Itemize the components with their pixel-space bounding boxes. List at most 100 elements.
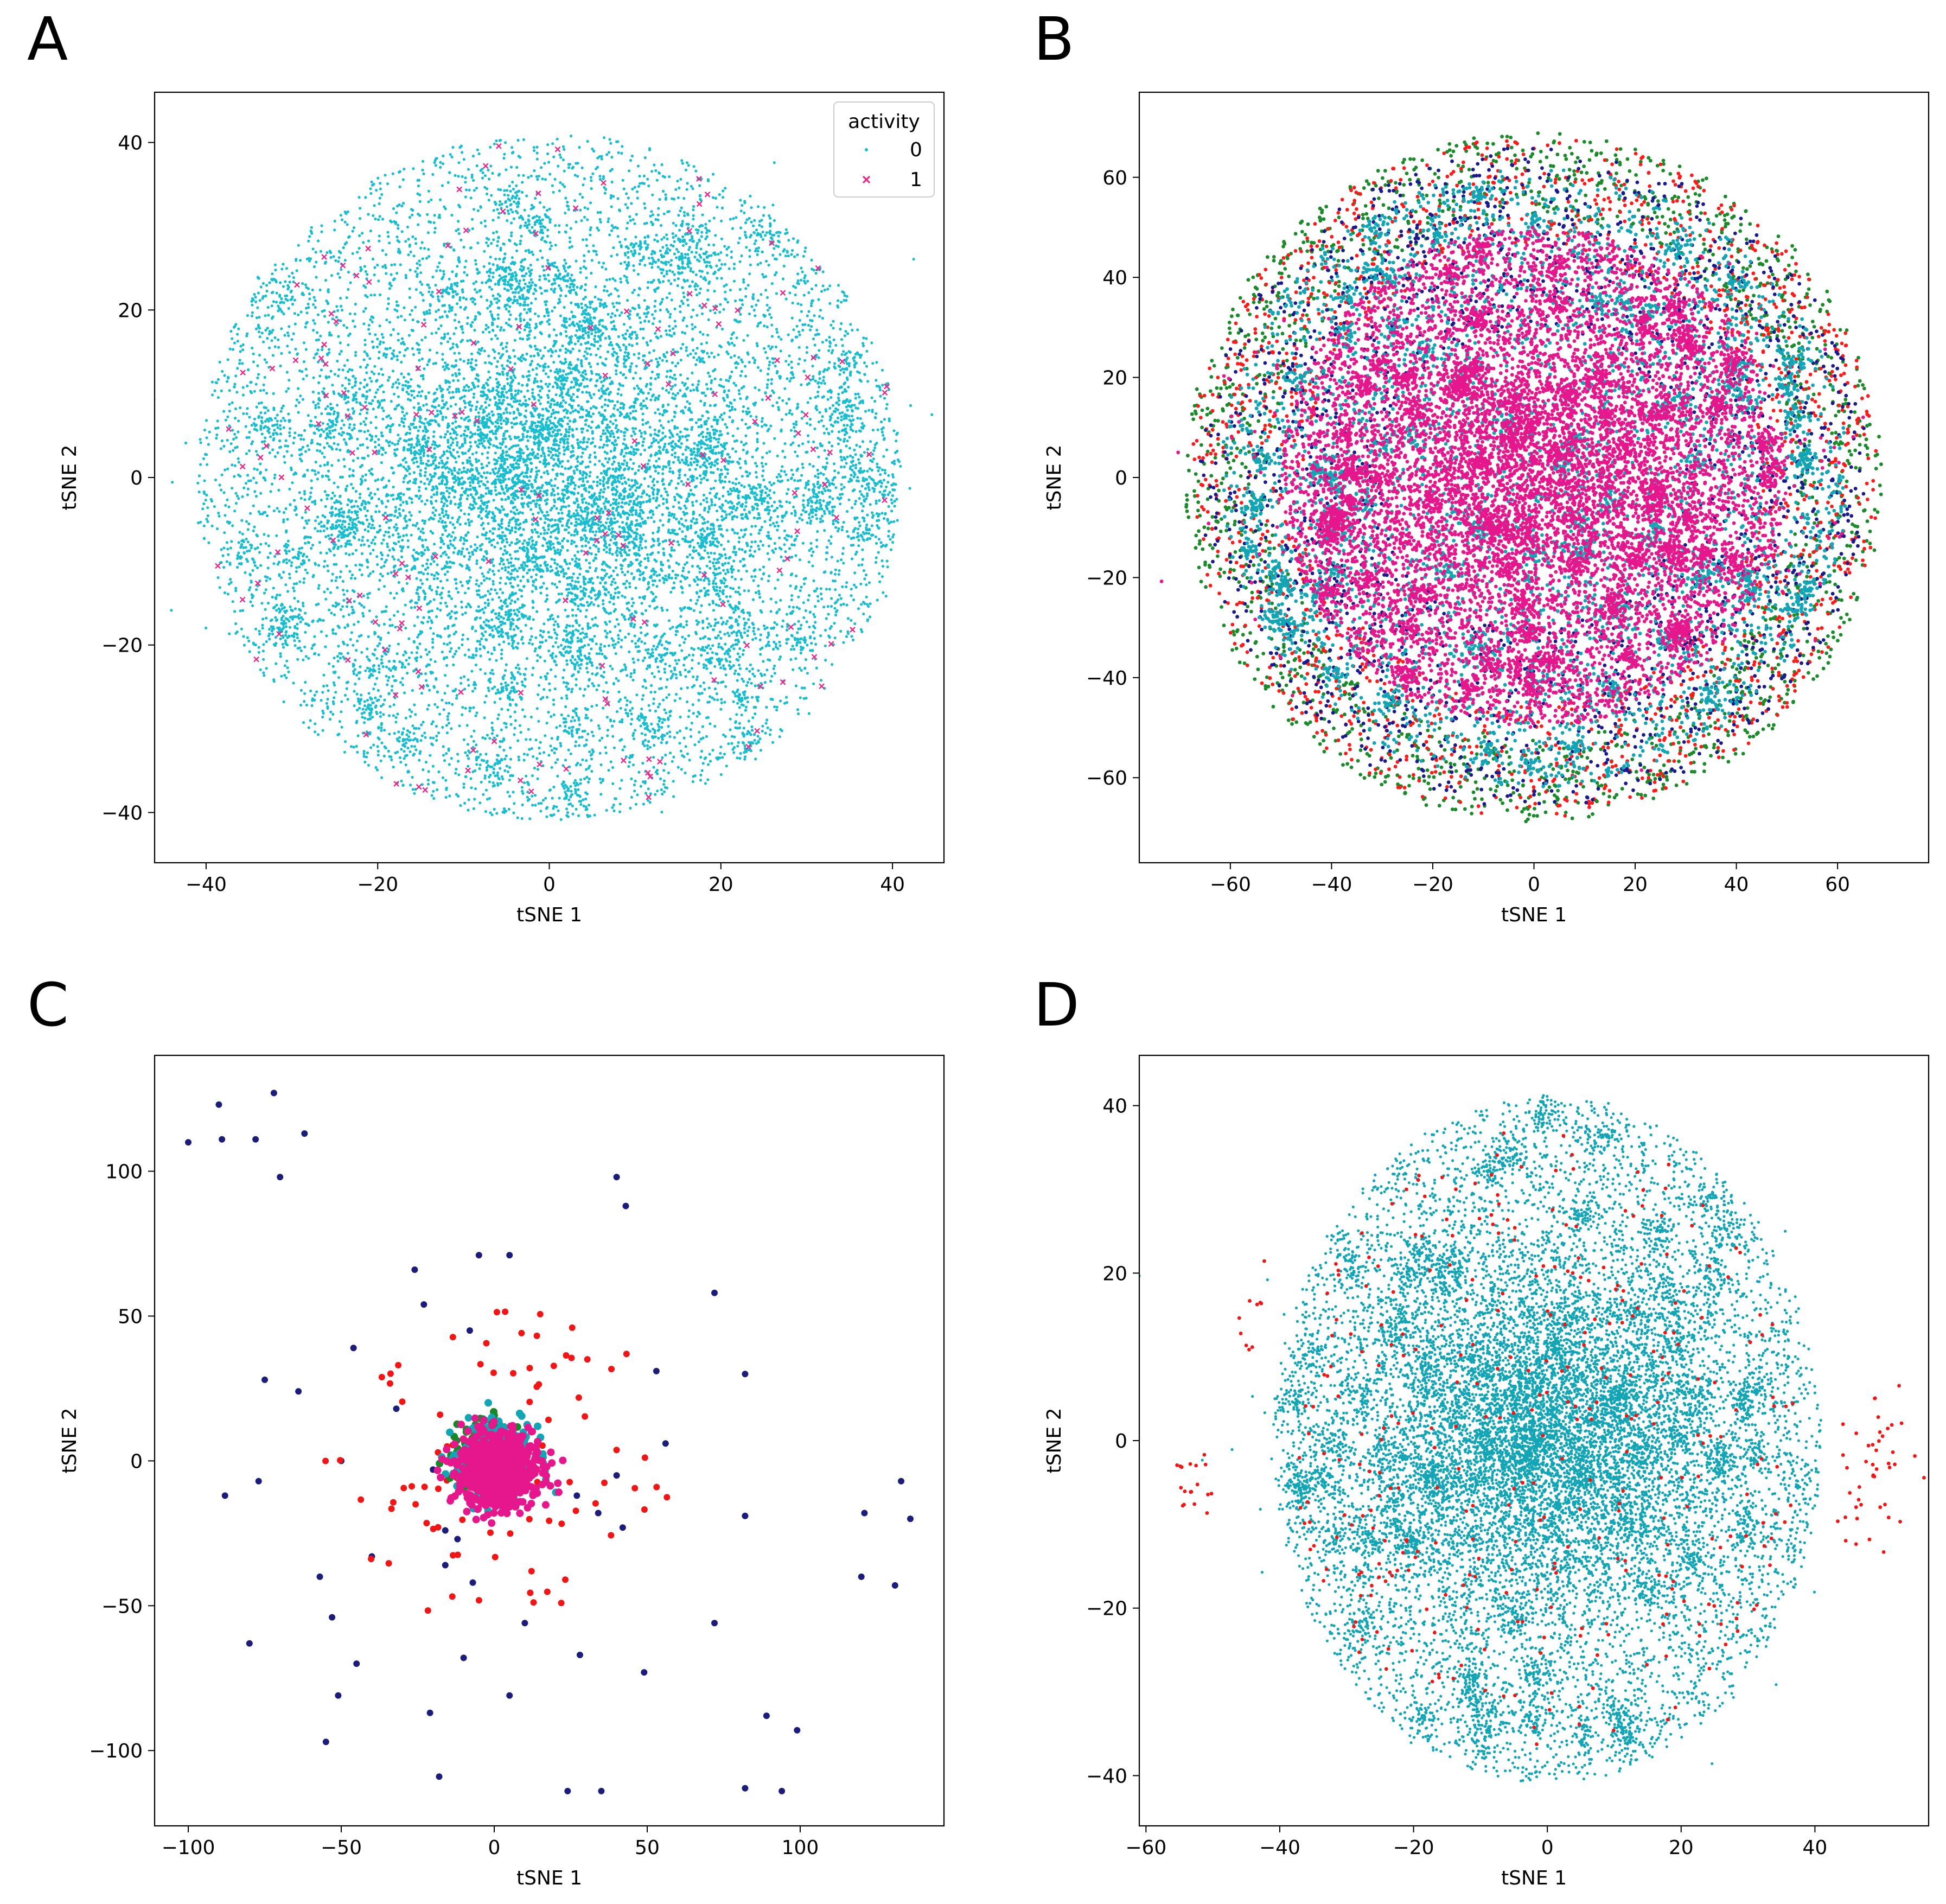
data-point (671, 419, 674, 422)
data-point (510, 635, 513, 638)
data-point (404, 276, 408, 279)
data-point (527, 219, 531, 223)
data-point (588, 652, 591, 655)
data-point (277, 488, 280, 492)
data-point (369, 668, 373, 671)
data-point (834, 526, 838, 529)
data-point (249, 600, 252, 603)
data-point (563, 629, 566, 633)
data-point (812, 483, 815, 486)
data-point (771, 203, 775, 207)
data-point (625, 522, 628, 525)
data-point (345, 326, 349, 329)
data-point (422, 721, 425, 724)
data-point (556, 758, 559, 761)
data-point (785, 628, 789, 632)
data-point (650, 722, 653, 725)
data-point (726, 501, 730, 504)
data-point (697, 740, 700, 743)
data-point (326, 527, 329, 530)
data-point (567, 789, 570, 792)
data-point (875, 561, 878, 564)
data-point (347, 523, 351, 526)
data-point (783, 442, 787, 445)
data-point (828, 302, 832, 305)
data-point (339, 448, 342, 452)
data-point (500, 326, 503, 329)
data-point (839, 368, 843, 372)
data-point (271, 633, 275, 636)
data-point (654, 735, 657, 738)
data-point (489, 256, 492, 259)
data-point (762, 214, 765, 217)
data-point (272, 406, 276, 410)
data-point (680, 254, 684, 258)
data-point (496, 771, 500, 774)
data-point (688, 246, 691, 249)
data-point (653, 690, 656, 694)
data-point (553, 177, 557, 181)
data-point (480, 439, 483, 442)
data-point (507, 272, 511, 276)
data-point (728, 267, 731, 270)
data-point (442, 154, 445, 157)
data-point (579, 585, 582, 588)
data-point (678, 228, 681, 232)
data-point (570, 793, 573, 797)
data-point (451, 485, 455, 489)
data-point (490, 338, 493, 341)
data-point (629, 159, 633, 162)
data-point (437, 308, 441, 311)
data-point (303, 526, 306, 530)
data-point (316, 477, 319, 481)
data-point (516, 285, 520, 288)
data-point (372, 743, 375, 747)
data-point (573, 779, 577, 782)
data-point (527, 290, 531, 294)
data-point (573, 315, 577, 319)
data-point (384, 530, 387, 534)
data-point (378, 667, 381, 671)
data-point (379, 340, 382, 343)
data-point (691, 564, 694, 568)
data-point (671, 385, 674, 388)
data-point (521, 635, 524, 639)
data-point (609, 760, 612, 763)
data-point (570, 661, 573, 665)
data-point (282, 560, 285, 563)
data-point (804, 609, 807, 613)
data-point (838, 430, 841, 434)
data-point (263, 426, 266, 430)
data-point (682, 626, 685, 629)
data-point (492, 767, 495, 770)
data-point (756, 735, 760, 738)
data-point (690, 647, 693, 650)
data-point (854, 430, 858, 434)
data-point (555, 805, 558, 808)
data-point (367, 635, 370, 638)
data-point (304, 631, 307, 634)
data-point (488, 398, 492, 402)
data-point (367, 530, 370, 533)
data-point (551, 184, 554, 187)
data-point (845, 444, 848, 448)
data-point (619, 348, 622, 352)
data-point (530, 203, 534, 207)
data-point (750, 206, 753, 209)
data-point (734, 482, 737, 486)
data-point (853, 359, 856, 362)
data-point (512, 463, 515, 467)
data-point (432, 577, 436, 581)
data-point (876, 462, 879, 466)
data-point (587, 250, 590, 253)
data-point (664, 663, 667, 666)
data-point (514, 288, 518, 291)
data-point (454, 313, 457, 316)
data-point (837, 471, 840, 474)
data-point (700, 235, 703, 238)
data-point (626, 699, 629, 702)
data-point (479, 753, 482, 756)
data-point (599, 643, 603, 646)
data-point (456, 284, 459, 288)
data-point (701, 646, 704, 649)
